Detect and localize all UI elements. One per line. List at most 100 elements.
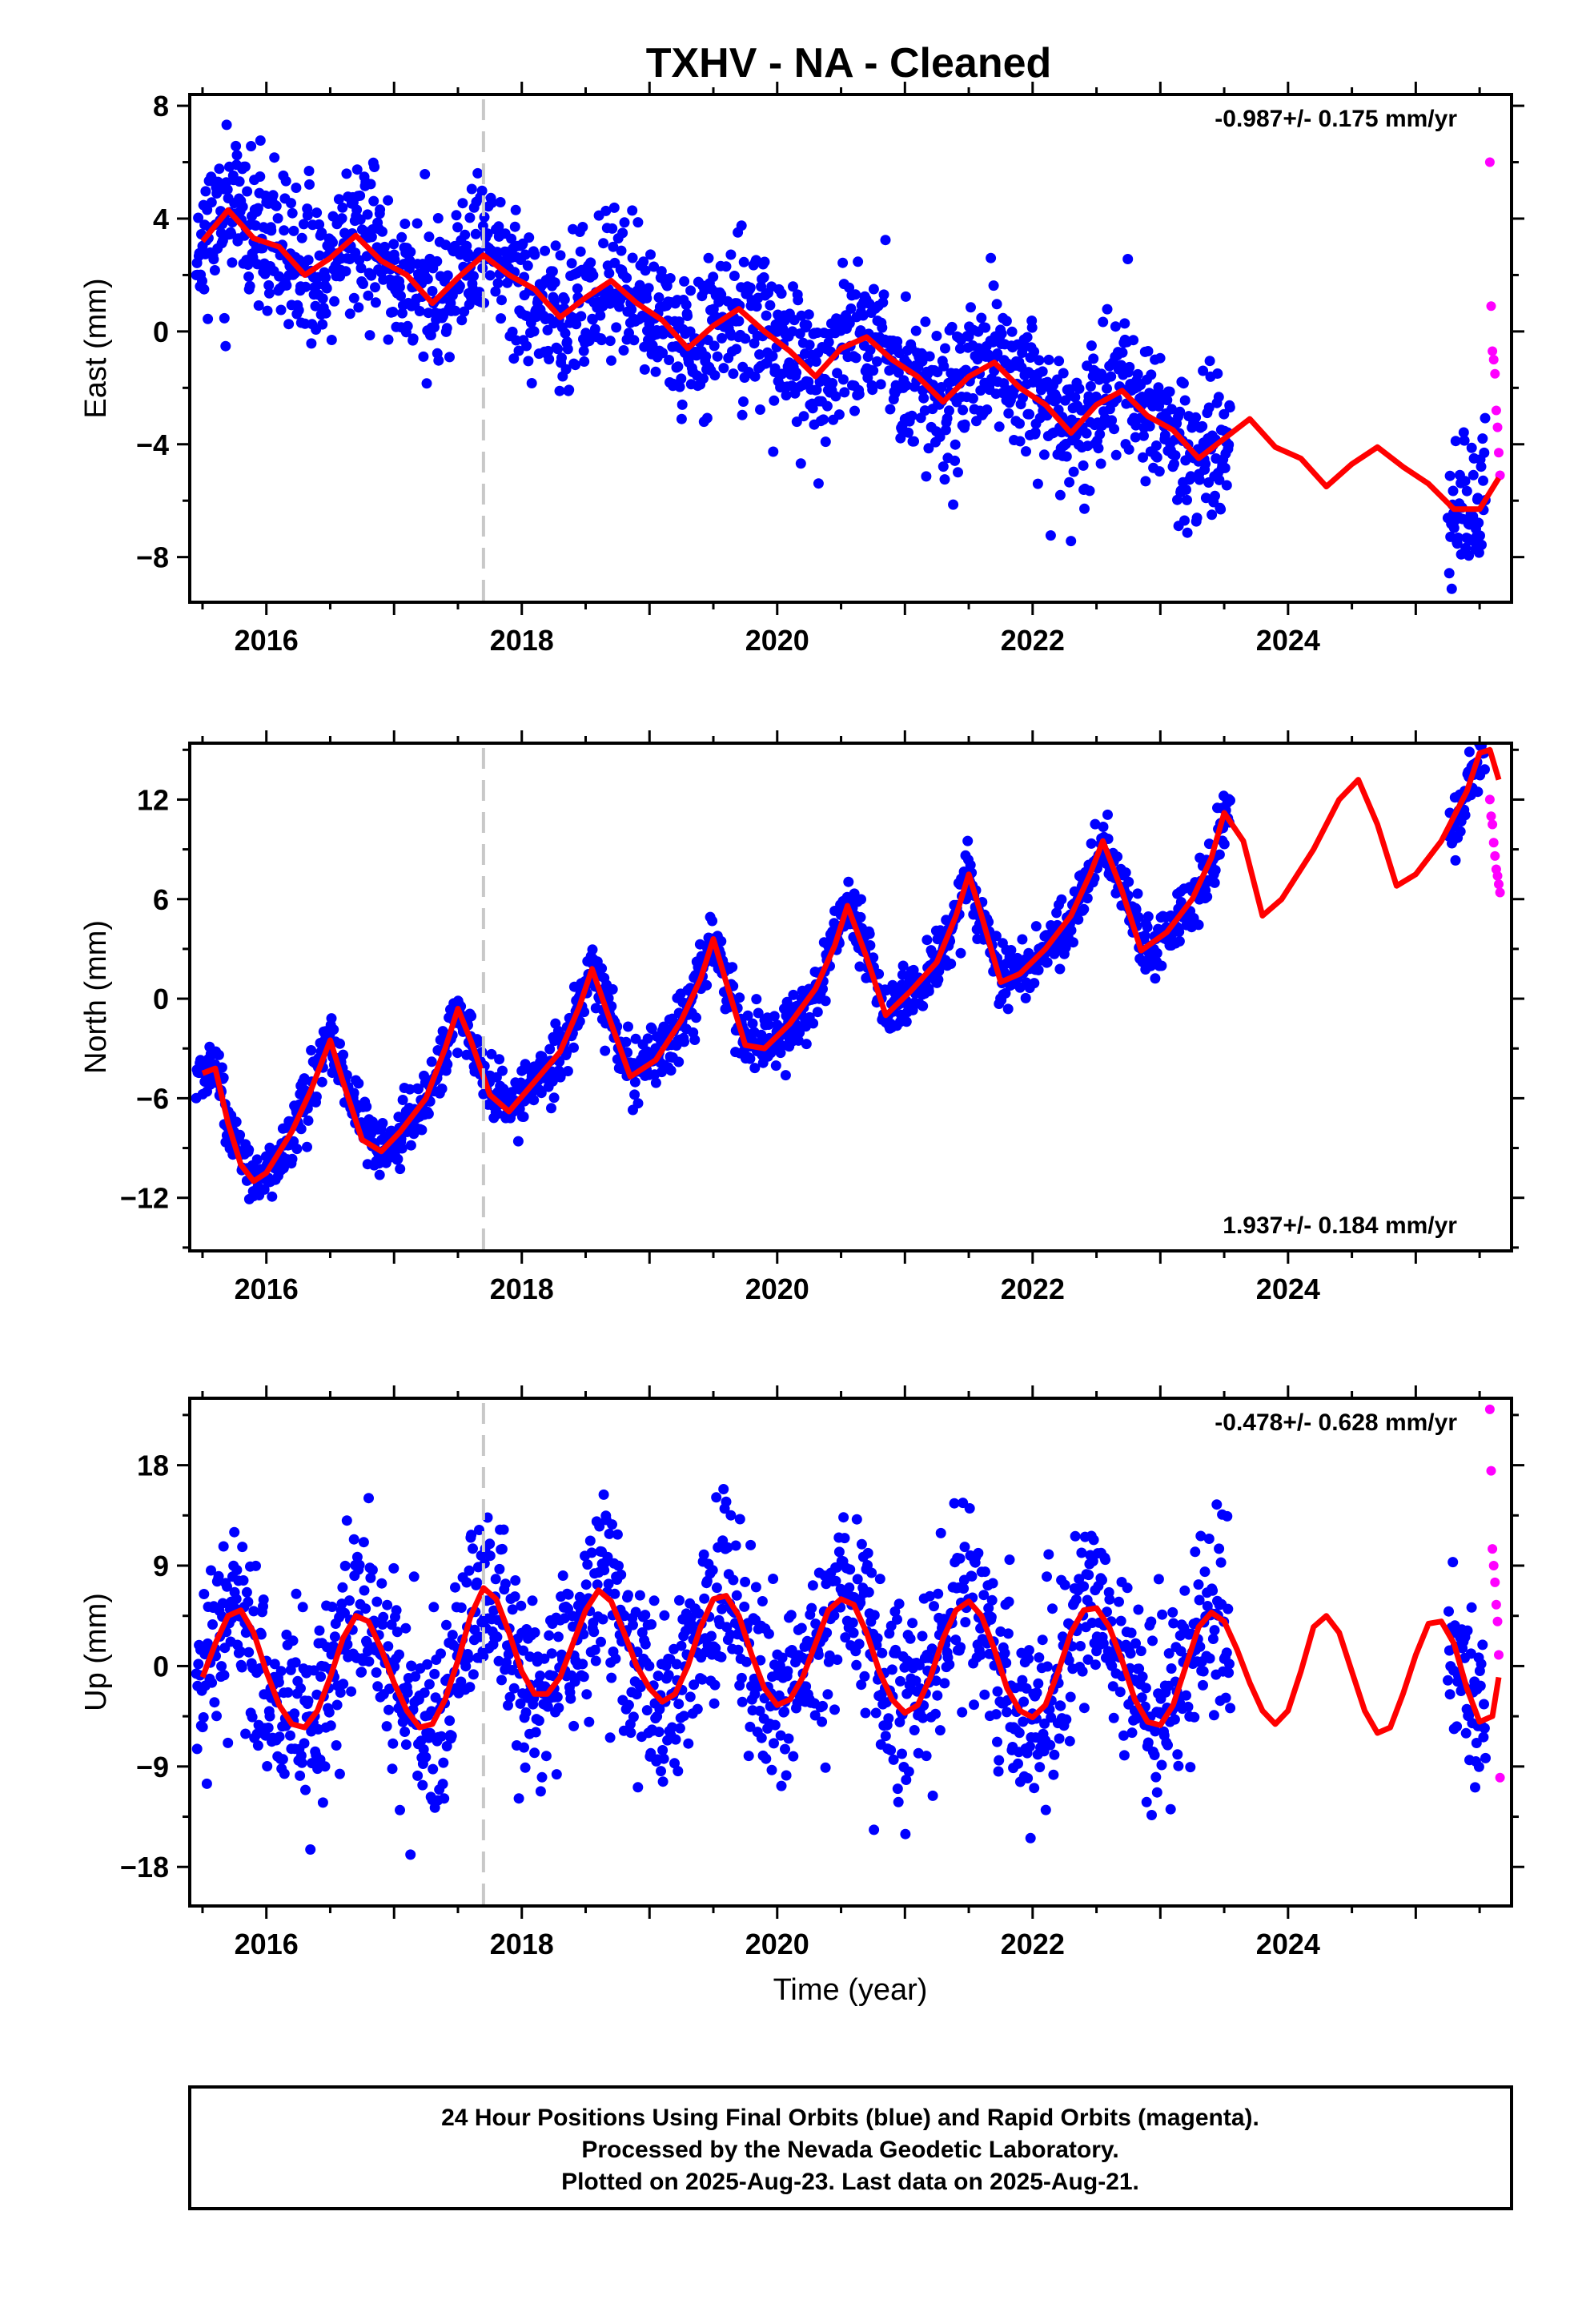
final-orbit-point	[334, 1768, 345, 1779]
x-tick-label: 2020	[745, 1273, 809, 1305]
final-orbit-point	[949, 1498, 960, 1509]
rapid-orbit-point	[1488, 355, 1499, 365]
final-orbit-point	[287, 207, 298, 219]
final-orbit-point	[371, 1596, 383, 1607]
final-orbit-point	[286, 198, 296, 209]
final-orbit-point	[527, 1595, 538, 1606]
final-orbit-point	[761, 1753, 772, 1764]
final-orbit-point	[338, 1679, 349, 1690]
final-orbit-point	[206, 1565, 216, 1576]
final-orbit-point	[681, 300, 692, 311]
final-orbit-point	[375, 204, 386, 215]
rapid-orbit-point	[1486, 301, 1496, 312]
final-orbit-point	[335, 1038, 345, 1049]
final-orbit-point	[298, 219, 309, 230]
final-orbit-point	[295, 1683, 306, 1694]
final-orbit-point	[685, 1691, 696, 1703]
final-orbit-point	[329, 1631, 340, 1642]
final-orbit-point	[1117, 347, 1128, 358]
final-orbit-point	[1225, 795, 1235, 806]
final-orbit-point	[1130, 1638, 1141, 1649]
final-orbit-point	[885, 1745, 897, 1755]
x-tick-label: 2020	[745, 624, 809, 657]
final-orbit-point	[944, 1659, 955, 1670]
final-orbit-point	[817, 983, 828, 995]
final-orbit-point	[722, 1542, 733, 1553]
final-orbit-point	[626, 304, 637, 315]
final-orbit-point	[959, 1542, 970, 1553]
final-orbit-point	[868, 365, 879, 376]
final-orbit-point	[442, 1059, 453, 1070]
final-orbit-point	[219, 312, 230, 324]
final-orbit-point	[248, 1606, 259, 1617]
final-orbit-point	[533, 1715, 544, 1727]
final-orbit-point	[1154, 466, 1165, 477]
final-orbit-point	[259, 1184, 270, 1195]
final-orbit-point	[606, 1672, 617, 1683]
x-tick-label: 2022	[1001, 1928, 1065, 1960]
model-curve	[199, 1585, 1502, 1736]
final-orbit-point	[1470, 1782, 1480, 1793]
final-orbit-point	[479, 211, 490, 223]
final-orbit-point	[676, 1640, 687, 1651]
final-orbit-point	[544, 1630, 555, 1641]
final-orbit-point	[612, 1529, 623, 1540]
final-orbit-point	[837, 257, 849, 268]
final-orbit-point	[1086, 838, 1097, 849]
final-orbit-point	[1450, 436, 1461, 447]
final-orbit-point	[1033, 964, 1044, 975]
final-orbit-point	[1141, 1796, 1152, 1807]
final-orbit-point	[243, 1647, 255, 1658]
final-orbit-point	[314, 1625, 325, 1636]
final-orbit-point	[1223, 439, 1235, 450]
final-orbit-point	[627, 252, 638, 263]
final-orbit-point	[740, 1576, 751, 1587]
final-orbit-point	[1191, 513, 1203, 524]
final-orbit-point	[568, 1042, 579, 1053]
final-orbit-point	[362, 209, 373, 220]
final-orbit-point	[674, 381, 685, 392]
final-orbit-point	[940, 343, 950, 354]
final-orbit-point	[529, 1627, 540, 1638]
rapid-orbit-points	[1484, 157, 1505, 480]
final-orbit-point	[456, 1676, 467, 1687]
final-orbit-point	[745, 1539, 757, 1550]
final-orbit-point	[1132, 368, 1143, 380]
final-orbit-point	[756, 1029, 767, 1040]
final-orbit-point	[291, 183, 302, 193]
final-orbit-point	[910, 325, 921, 336]
final-orbit-point	[1179, 515, 1190, 526]
final-orbit-point	[716, 289, 727, 300]
final-orbit-point	[839, 387, 850, 398]
final-orbit-point	[1122, 1582, 1133, 1594]
final-orbit-point	[901, 1775, 912, 1785]
final-orbit-point	[600, 205, 612, 216]
final-orbit-point	[1199, 1566, 1211, 1578]
final-orbit-point	[643, 283, 654, 294]
final-orbit-point	[520, 1707, 532, 1718]
final-orbit-point	[769, 363, 781, 374]
final-orbit-point	[419, 1687, 430, 1699]
final-orbit-point	[920, 316, 931, 328]
final-orbit-point	[1220, 1692, 1231, 1703]
final-orbit-point	[616, 1569, 627, 1580]
final-orbit-point	[1204, 1653, 1215, 1664]
rapid-orbit-point	[1484, 1404, 1495, 1414]
final-orbit-point	[231, 1116, 242, 1128]
final-orbit-point	[492, 1108, 503, 1120]
final-orbit-point	[490, 1574, 501, 1585]
final-orbit-point	[1043, 1549, 1054, 1560]
final-orbit-point	[372, 1681, 383, 1692]
final-orbit-point	[630, 1033, 641, 1044]
final-orbit-point	[853, 1638, 865, 1650]
final-orbit-point	[677, 399, 688, 410]
final-orbit-point	[1048, 1769, 1059, 1780]
final-orbit-point	[240, 1728, 251, 1739]
final-orbit-point	[602, 1551, 613, 1562]
final-orbit-point	[850, 289, 861, 300]
final-orbit-point	[365, 179, 376, 190]
final-orbit-point	[464, 1682, 476, 1693]
final-orbit-point	[930, 1675, 942, 1687]
final-orbit-point	[377, 226, 387, 237]
